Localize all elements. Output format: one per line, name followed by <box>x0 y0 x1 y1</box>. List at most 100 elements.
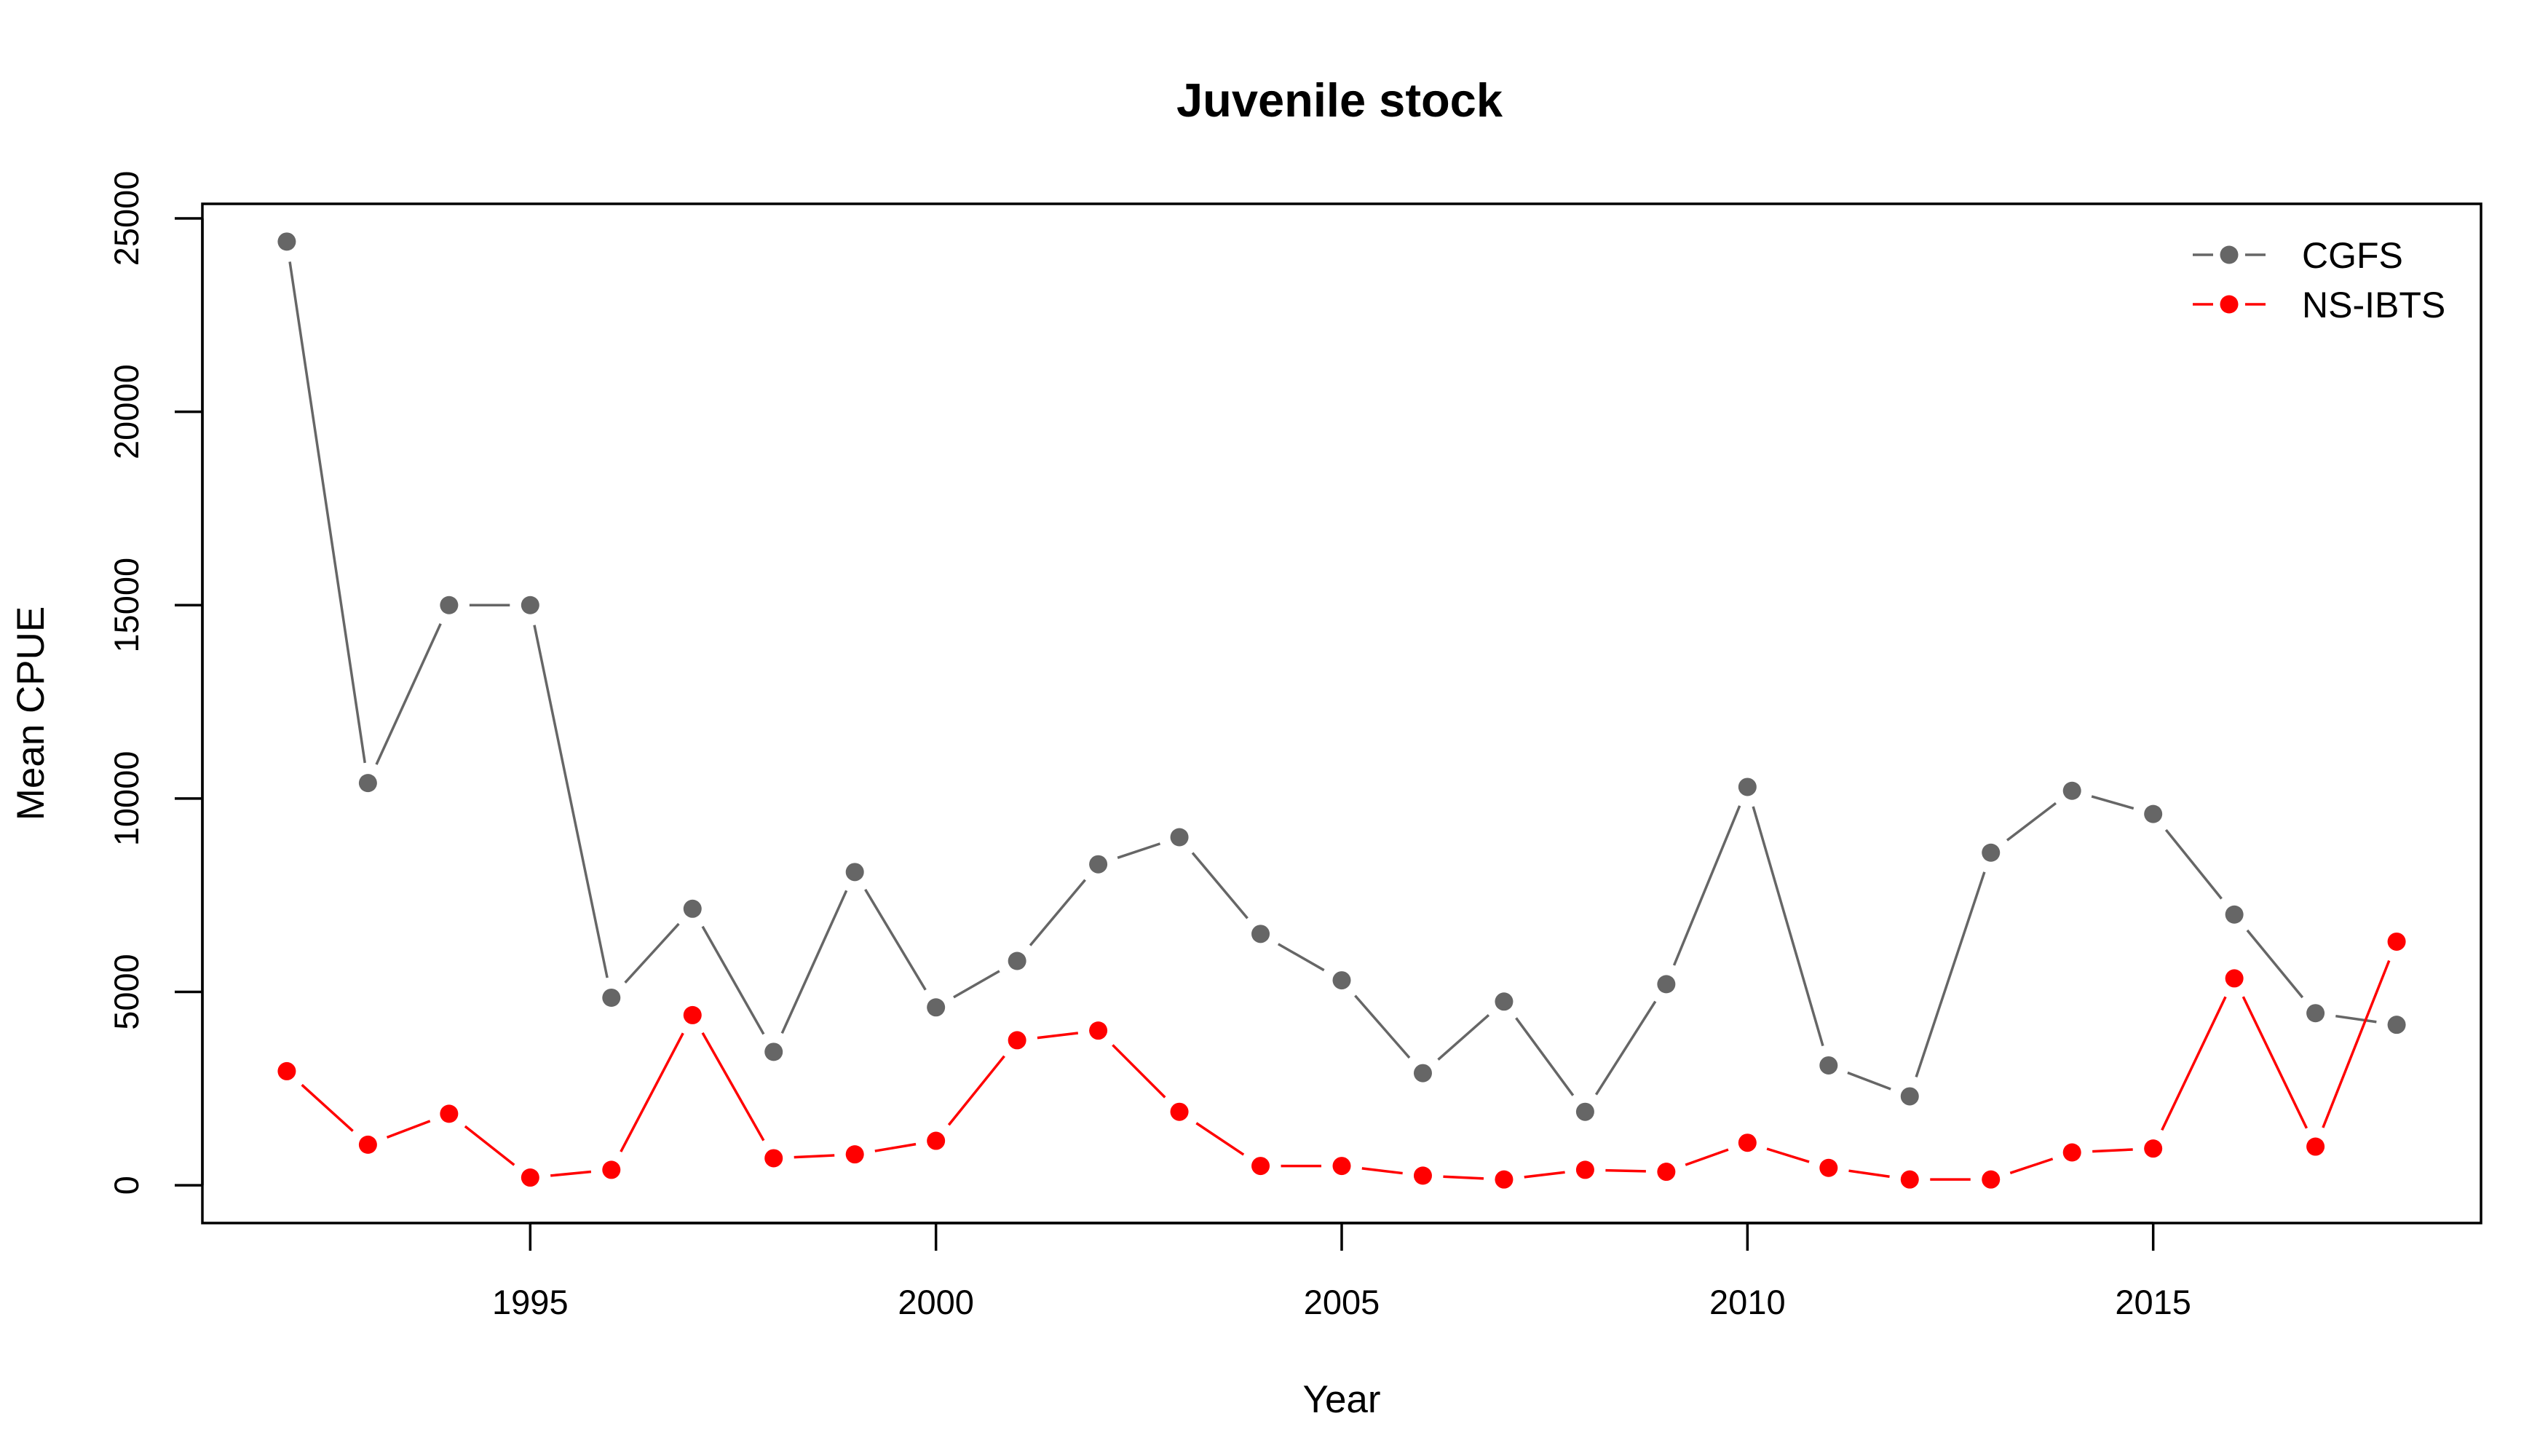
data-point <box>2144 804 2163 823</box>
data-point <box>2062 781 2081 800</box>
data-point <box>2306 1004 2325 1023</box>
y-axis-label: Mean CPUE <box>9 606 52 821</box>
data-point <box>2225 905 2244 924</box>
series-segment <box>794 1154 835 1159</box>
series-segment <box>1443 1175 1484 1180</box>
data-point <box>1575 1160 1594 1179</box>
legend-item-ns-ibts: NS-IBTS <box>2193 285 2445 325</box>
series-segment <box>1752 806 1824 1047</box>
x-tick-label: 2005 <box>1304 1283 1380 1321</box>
series-segment <box>1195 1122 1245 1156</box>
series-segment <box>1594 1000 1657 1096</box>
series-segment <box>1277 943 1325 972</box>
data-point <box>2306 1137 2325 1156</box>
series-segment <box>1524 1171 1565 1179</box>
x-tick-label: 2015 <box>2115 1283 2191 1321</box>
data-point <box>1900 1170 1919 1189</box>
legend-marker <box>2220 295 2239 314</box>
x-axis: 1995 2000 2005 2010 2015 <box>492 1222 2191 1321</box>
series-segment <box>533 625 609 978</box>
series-segment <box>701 925 765 1035</box>
data-point <box>1982 843 2001 862</box>
legend-label: NS-IBTS <box>2302 285 2445 325</box>
series-segment <box>953 970 1000 999</box>
series-segment <box>2006 802 2057 842</box>
series-segment <box>1685 1148 1729 1166</box>
data-point <box>1657 975 1676 994</box>
data-point <box>2387 1016 2406 1034</box>
data-point <box>2387 932 2406 951</box>
series-segment <box>1515 1017 1575 1096</box>
data-point <box>1332 971 1351 990</box>
data-point <box>845 1145 864 1164</box>
data-point <box>1413 1064 1432 1083</box>
series-segment <box>1848 1169 1890 1178</box>
series-segment <box>1037 1032 1079 1040</box>
series-segment <box>1915 871 1986 1077</box>
data-point <box>602 988 621 1007</box>
data-point <box>1089 1021 1108 1040</box>
data-point <box>521 596 539 614</box>
y-tick-label: 10000 <box>107 751 146 847</box>
series-segment <box>620 1032 684 1152</box>
series-segment <box>375 622 442 765</box>
data-point <box>602 1160 621 1179</box>
data-point <box>1495 992 1514 1011</box>
series-cgfs <box>277 232 2406 1121</box>
x-tick-label: 1995 <box>492 1283 569 1321</box>
series-segment <box>1847 1071 1891 1091</box>
data-point <box>1575 1102 1594 1121</box>
series-segment <box>464 1125 515 1166</box>
data-point <box>683 899 702 918</box>
series-segment <box>301 1083 354 1132</box>
data-point <box>358 1135 377 1154</box>
series-segment <box>864 888 927 991</box>
series-segment <box>2335 1014 2377 1024</box>
data-point <box>1170 828 1189 847</box>
series-segment <box>550 1170 592 1177</box>
data-point <box>683 1005 702 1024</box>
series-segment <box>624 922 680 984</box>
data-point <box>521 1168 539 1187</box>
series-segment <box>1029 879 1086 946</box>
x-tick-label: 2000 <box>898 1283 974 1321</box>
data-point <box>1900 1087 1919 1106</box>
chart-title: Juvenile stock <box>1176 74 1503 127</box>
data-point <box>1170 1102 1189 1121</box>
series-segment <box>1191 852 1249 919</box>
legend-item-cgfs: CGFS <box>2193 235 2403 276</box>
data-point <box>1332 1157 1351 1176</box>
data-point <box>1008 951 1026 970</box>
data-point <box>764 1042 783 1061</box>
series-segment <box>1117 842 1161 859</box>
data-point <box>2225 969 2244 988</box>
data-point <box>1819 1056 1838 1075</box>
series-segment <box>2242 996 2308 1129</box>
data-point <box>1738 778 1757 796</box>
data-point <box>764 1149 783 1168</box>
series-segment <box>386 1120 431 1139</box>
series-segment <box>2322 960 2391 1128</box>
series-segment <box>2161 996 2227 1131</box>
series-segment <box>1112 1044 1166 1099</box>
series-segment <box>1672 805 1741 966</box>
data-point <box>1657 1163 1676 1182</box>
data-point <box>440 596 459 614</box>
series-segment <box>874 1142 917 1152</box>
data-point <box>2144 1139 2163 1158</box>
series-segment <box>1354 994 1411 1059</box>
series-segment <box>947 1055 1005 1126</box>
data-point <box>1251 925 1270 943</box>
series-segment <box>2009 1158 2054 1174</box>
y-tick-label: 20000 <box>107 364 146 459</box>
series-segment <box>288 261 366 764</box>
data-point <box>440 1104 459 1123</box>
series-layer <box>277 232 2406 1189</box>
series-segment <box>780 890 848 1034</box>
data-point <box>927 998 946 1017</box>
data-point <box>1738 1133 1757 1152</box>
plot-frame <box>201 202 2482 1224</box>
x-axis-label: Year <box>1302 1378 1380 1421</box>
